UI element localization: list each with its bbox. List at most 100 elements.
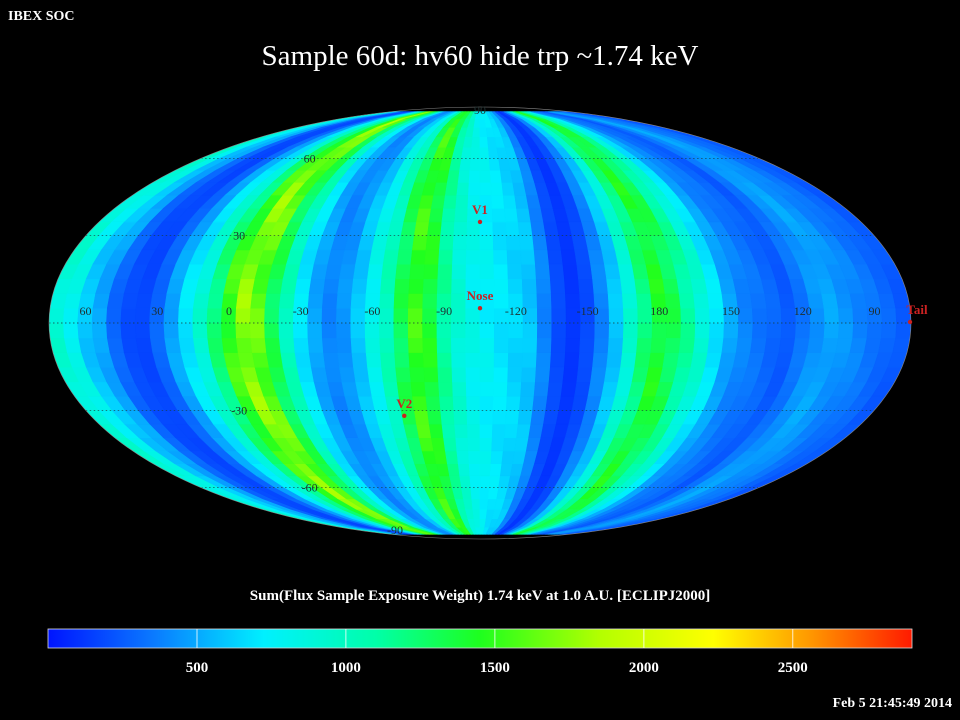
heat-cell — [452, 381, 467, 397]
heat-cell — [560, 381, 578, 397]
heat-cell — [438, 381, 454, 397]
heat-cell — [369, 381, 386, 397]
heat-cell — [751, 322, 768, 339]
heat-cell — [472, 127, 481, 138]
heat-cell — [456, 182, 470, 196]
heat-cell — [721, 337, 739, 353]
heat-cell — [634, 278, 652, 294]
heat-cell — [521, 278, 538, 294]
heat-cell — [409, 366, 426, 383]
heat-cell — [121, 293, 139, 309]
heat-cell — [852, 307, 869, 324]
heat-cell — [367, 366, 384, 383]
heat-cell — [479, 158, 491, 171]
heat-cell — [662, 278, 680, 294]
heat-cell — [505, 395, 521, 411]
heat-cell — [425, 395, 441, 411]
heat-cell — [427, 409, 443, 425]
heat-cell — [621, 337, 639, 353]
heat-cell — [680, 307, 696, 324]
heat-cell — [428, 423, 444, 439]
heat-cell — [607, 293, 624, 309]
heat-cell — [365, 352, 382, 368]
heat-cell — [508, 322, 524, 339]
heat-cell — [436, 337, 452, 353]
heat-cell — [410, 381, 427, 397]
heat-cell — [459, 475, 472, 489]
heat-cell — [579, 337, 596, 353]
heat-cell — [479, 366, 495, 383]
heat-cell — [321, 307, 338, 324]
heat-cell — [492, 221, 507, 236]
heat-cell — [592, 278, 609, 294]
heat-cell — [502, 437, 517, 452]
longitude-label: 180 — [650, 304, 668, 318]
heat-cell — [278, 322, 295, 339]
heat-cell — [550, 337, 567, 353]
heat-cell — [407, 322, 424, 339]
heat-cell — [536, 322, 553, 339]
heat-cell — [367, 263, 384, 280]
latitude-label: -30 — [231, 403, 247, 417]
heat-cell — [321, 337, 339, 353]
heat-cell — [422, 307, 438, 324]
heat-cell — [505, 409, 520, 425]
heat-cell — [694, 322, 711, 339]
heat-cell — [479, 395, 494, 411]
heat-cell — [407, 337, 424, 353]
heat-cell — [794, 322, 811, 339]
heat-cell — [764, 337, 782, 353]
heat-cell — [381, 263, 398, 280]
heat-cell — [493, 322, 510, 339]
graticule — [49, 157, 911, 489]
heat-cell — [621, 293, 639, 309]
heat-cell — [636, 337, 653, 353]
heat-cell — [192, 293, 210, 309]
marker-dot — [477, 306, 483, 311]
marker-label: V1 — [472, 202, 488, 217]
heat-cell — [408, 278, 425, 294]
heat-cell — [207, 337, 225, 353]
heat-cell — [412, 395, 428, 411]
marker-v2: V2 — [396, 396, 412, 418]
heat-cell — [468, 182, 481, 196]
heat-cell — [465, 322, 481, 339]
heat-cell — [606, 352, 623, 368]
heat-cell — [164, 337, 182, 353]
heat-cell — [446, 463, 461, 477]
heat-cell — [206, 322, 223, 339]
heat-cell — [324, 366, 343, 383]
marker-label: V2 — [396, 396, 412, 411]
heat-cell — [380, 278, 396, 294]
heat-cell — [479, 487, 490, 500]
heat-cell — [479, 409, 494, 425]
latitude-label: 30 — [233, 229, 245, 243]
heat-cell — [395, 263, 412, 280]
heat-cell — [379, 322, 395, 339]
heat-cell — [221, 322, 237, 339]
heat-cell — [576, 366, 593, 383]
heat-cell — [294, 352, 312, 368]
heat-cell — [560, 249, 578, 265]
heat-cell — [365, 278, 382, 294]
heat-cell — [382, 249, 400, 265]
heat-cell — [493, 366, 509, 383]
heat-cell — [507, 278, 524, 294]
heat-cell — [493, 278, 509, 294]
heat-cell — [778, 337, 796, 353]
heat-cell — [410, 249, 427, 265]
latitude-label: -60 — [302, 481, 318, 495]
heat-cell — [395, 366, 412, 383]
heat-cell — [608, 307, 625, 324]
heat-cell — [648, 352, 666, 368]
heat-cell — [430, 437, 446, 452]
heat-cell — [408, 352, 425, 368]
heat-cell — [427, 221, 443, 236]
heat-cell — [280, 278, 298, 294]
heat-cell — [521, 366, 537, 383]
heat-cell — [278, 337, 296, 353]
heat-cell — [466, 235, 481, 251]
heat-cell — [207, 293, 225, 309]
heat-cell — [379, 293, 395, 309]
heat-cell — [441, 208, 457, 223]
